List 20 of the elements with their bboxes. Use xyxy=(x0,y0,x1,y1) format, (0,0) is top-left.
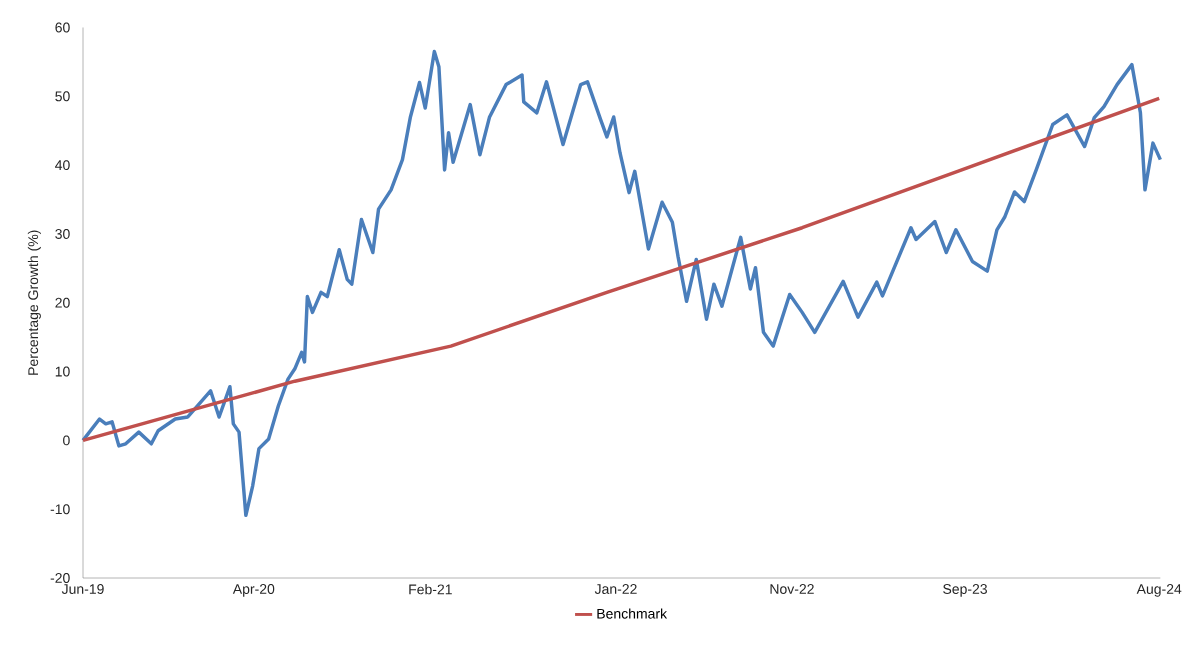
x-tick-label: Aug-24 xyxy=(1136,584,1182,597)
x-tick-label: Nov-22 xyxy=(770,584,814,594)
y-tick-label: 0 xyxy=(63,435,70,446)
y-tick-label: 50 xyxy=(55,91,70,102)
x-tick-label: Jan-22 xyxy=(594,584,637,594)
legend-label: Benchmark xyxy=(597,608,668,619)
line-series xyxy=(81,49,1163,518)
y-tick-label: -20 xyxy=(50,573,70,583)
x-tick-label: Sep-23 xyxy=(943,584,987,597)
x-tick-label: Apr-20 xyxy=(232,584,275,597)
y-tick-label: 40 xyxy=(55,160,70,171)
y-axis-title: Percentage Growth (%) xyxy=(27,230,41,375)
x-tick-label: Jun-19 xyxy=(61,584,104,594)
y-tick-label: 20 xyxy=(55,297,70,308)
x-tick-label: Feb-21 xyxy=(409,584,452,595)
y-tick-label: 30 xyxy=(55,228,70,239)
y-tick-label: -10 xyxy=(50,504,70,515)
line-series xyxy=(81,96,1161,443)
y-tick-label: 10 xyxy=(55,366,70,377)
y-tick-label: 60 xyxy=(55,22,70,33)
